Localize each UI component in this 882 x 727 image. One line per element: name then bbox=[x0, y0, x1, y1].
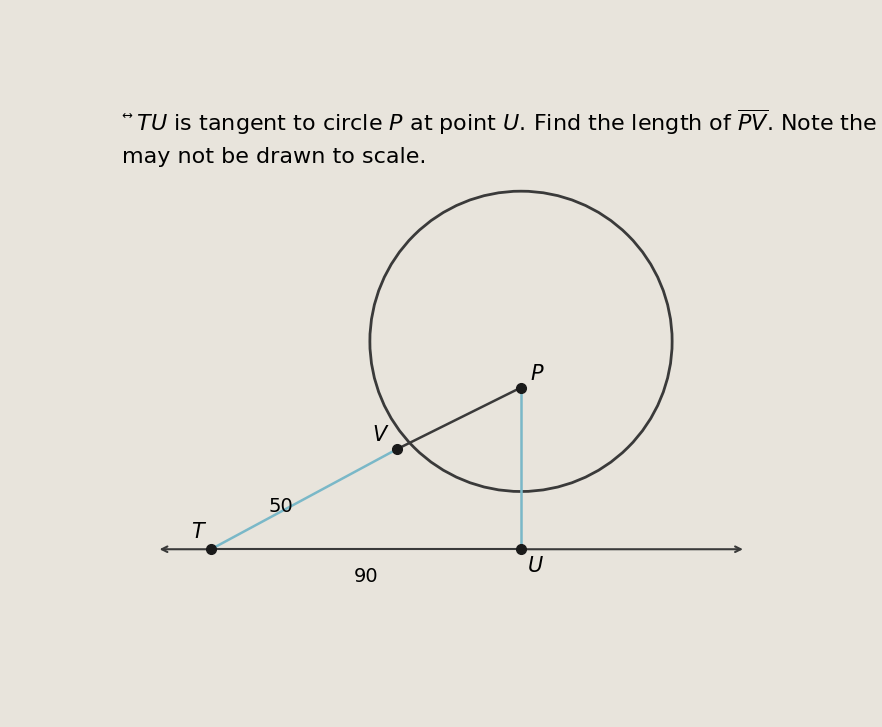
Text: U: U bbox=[527, 556, 542, 577]
Text: 50: 50 bbox=[268, 497, 293, 516]
Text: 90: 90 bbox=[354, 566, 378, 586]
Text: $\overleftrightarrow{TU}$ is tangent to circle $P$ at point $U$. Find the length: $\overleftrightarrow{TU}$ is tangent to … bbox=[122, 107, 882, 137]
Text: may not be drawn to scale.: may not be drawn to scale. bbox=[122, 147, 426, 166]
Text: V: V bbox=[373, 425, 387, 445]
Text: P: P bbox=[530, 364, 542, 384]
Text: T: T bbox=[191, 522, 204, 542]
